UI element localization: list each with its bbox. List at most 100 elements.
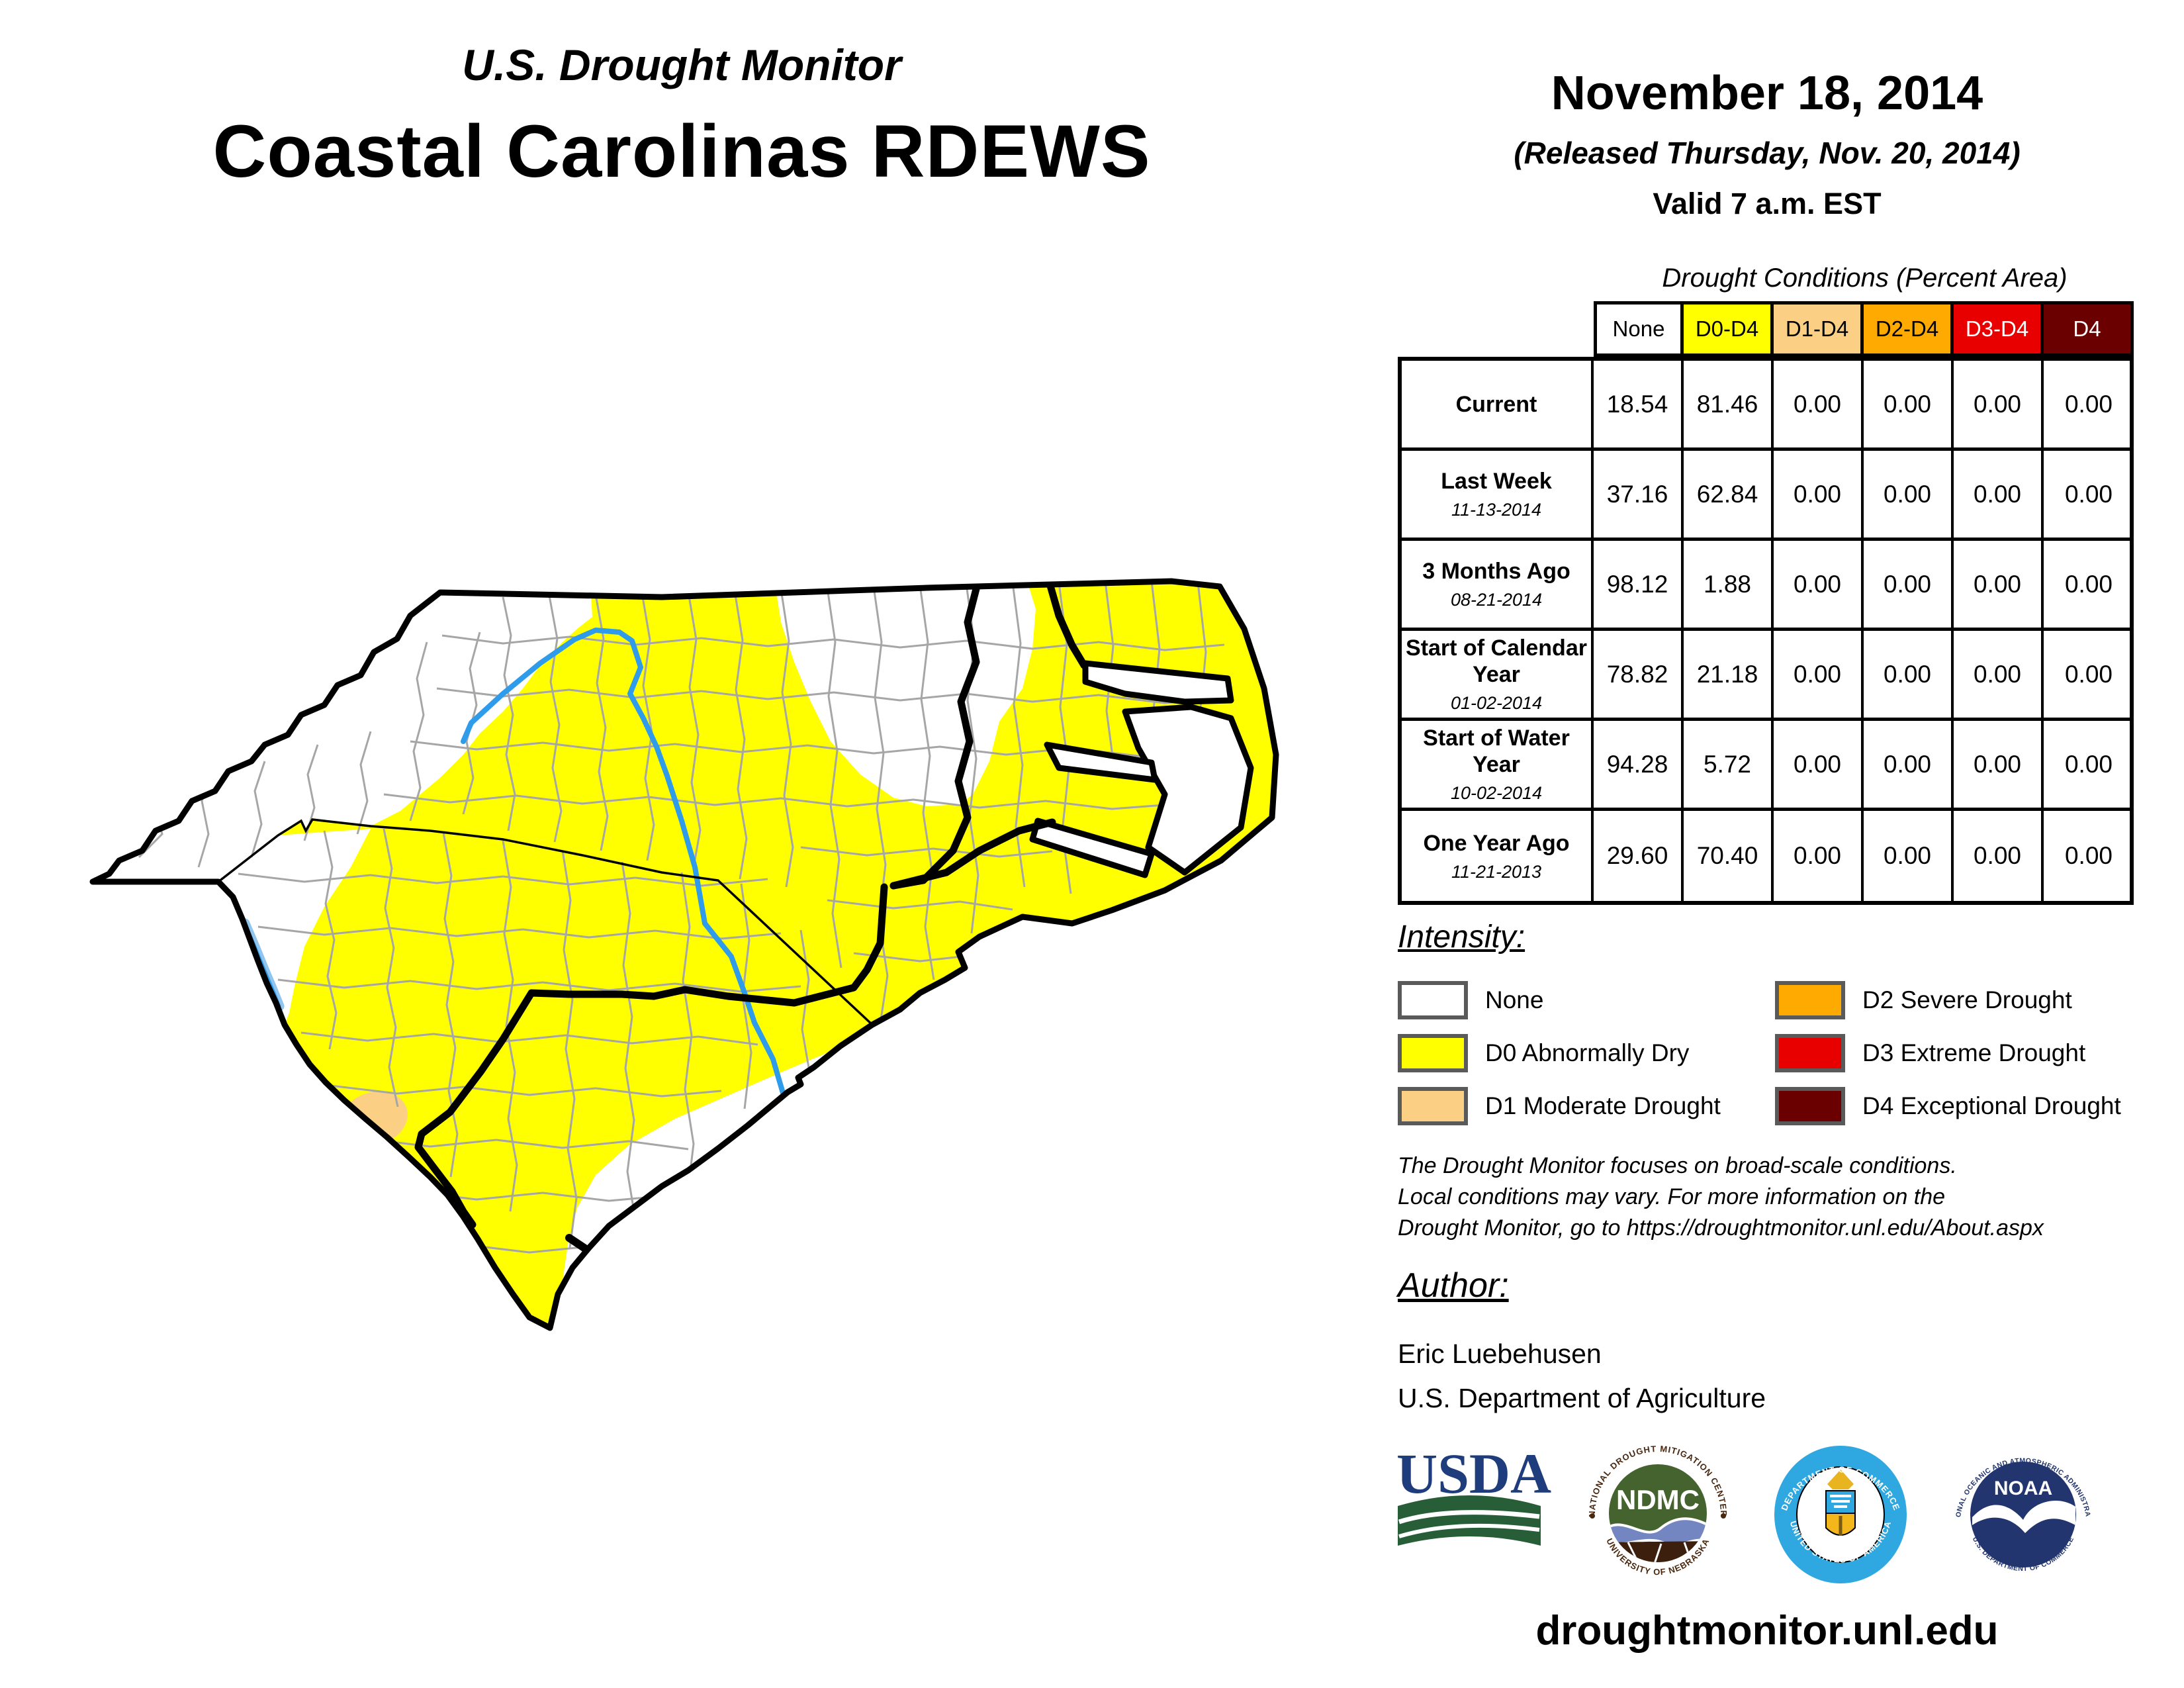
usda-logo: USDA bbox=[1396, 1442, 1551, 1546]
doc-logo: DEPARTMENT OF COMMERCE UNITED STATES OF … bbox=[1774, 1446, 1907, 1583]
table-cell: 0.00 bbox=[1954, 541, 2044, 631]
d2-swatch bbox=[1775, 981, 1845, 1019]
ndmc-wave-icon bbox=[1609, 1517, 1707, 1546]
legend-item-d1: D1 Moderate Drought bbox=[1398, 1080, 1775, 1133]
row-label: One Year Ago 11-21-2013 bbox=[1402, 811, 1594, 901]
peedee-river bbox=[461, 628, 787, 1100]
doc-eagle-icon bbox=[1827, 1470, 1854, 1489]
region-title: Coastal Carolinas RDEWS bbox=[212, 110, 1151, 193]
table-cell: 0.00 bbox=[1954, 631, 2044, 721]
noaa-text: NOAA bbox=[1994, 1477, 2052, 1499]
table-cell: 0.00 bbox=[2044, 721, 2134, 811]
disclaimer: The Drought Monitor focuses on broad-sca… bbox=[1398, 1150, 2044, 1244]
table-cell: 81.46 bbox=[1684, 361, 1774, 451]
table-cell: 21.18 bbox=[1684, 631, 1774, 721]
noaa-logo: NOAA NATIONAL OCEANIC AND ATMOSPHERIC AD… bbox=[1950, 1437, 2092, 1573]
table-cell: 0.00 bbox=[1954, 721, 2044, 811]
table-cell: 62.84 bbox=[1684, 451, 1774, 541]
program-title: U.S. Drought Monitor bbox=[462, 40, 901, 89]
table-cell: 0.00 bbox=[1774, 631, 1864, 721]
usda-field-icon bbox=[1398, 1495, 1541, 1546]
col-header-d0d4: D0-D4 bbox=[1684, 301, 1774, 357]
state-outline bbox=[89, 578, 1279, 1331]
released-date: (Released Thursday, Nov. 20, 2014) bbox=[1514, 136, 2021, 170]
d1-swatch bbox=[1398, 1087, 1468, 1125]
table-cell: 0.00 bbox=[1774, 541, 1864, 631]
table-cell: 0.00 bbox=[2064, 842, 2113, 869]
table-cell: 0.00 bbox=[1864, 631, 1954, 721]
table-title: Drought Conditions (Percent Area) bbox=[1662, 263, 2068, 293]
table-cell: 70.40 bbox=[1684, 811, 1774, 901]
d0-swatch bbox=[1398, 1034, 1468, 1072]
pamlico-river bbox=[1044, 741, 1158, 783]
ndmc-text: NDMC bbox=[1616, 1484, 1700, 1515]
table-cell: 0.00 bbox=[2044, 361, 2134, 451]
table-cell: 0.00 bbox=[1774, 721, 1864, 811]
table-cell: 94.28 bbox=[1594, 721, 1684, 811]
col-header-none: None bbox=[1594, 301, 1684, 357]
table-cell: 0.00 bbox=[2044, 451, 2134, 541]
row-label: 3 Months Ago 08-21-2014 bbox=[1402, 541, 1594, 631]
table-cell: 1.88 bbox=[1684, 541, 1774, 631]
author-name: Eric Luebehusen bbox=[1398, 1338, 1602, 1369]
table-cell: 78.82 bbox=[1594, 631, 1684, 721]
table-cell: 0.00 bbox=[1864, 721, 1954, 811]
author-org: U.S. Department of Agriculture bbox=[1398, 1383, 1766, 1413]
author-block: Author: Eric Luebehusen U.S. Department … bbox=[1398, 1266, 1766, 1414]
disclaimer-line1: The Drought Monitor focuses on broad-sca… bbox=[1398, 1153, 1957, 1178]
col-header-d1d4: D1-D4 bbox=[1774, 301, 1864, 357]
table-cell: 0.00 bbox=[2044, 541, 2134, 631]
albemarle-sound bbox=[1082, 660, 1234, 705]
table-cell: 0.00 bbox=[1864, 451, 1954, 541]
legend-item-d0: D0 Abnormally Dry bbox=[1398, 1027, 1775, 1080]
table-cell: 5.72 bbox=[1684, 721, 1774, 811]
agency-logos: USDA NDMC NATIONAL DROUGHT MITIGATION CE… bbox=[1383, 1437, 2138, 1592]
row-label: Start of Water Year 10-02-2014 bbox=[1402, 721, 1594, 811]
legend-title: Intensity: bbox=[1398, 919, 1525, 955]
d3-swatch bbox=[1775, 1034, 1845, 1072]
table-column-headers: None D0-D4 D1-D4 D2-D4 D3-D4 D4 bbox=[1594, 301, 2134, 357]
none-region-west-nc bbox=[93, 592, 592, 882]
row-label: Last Week 11-13-2014 bbox=[1402, 451, 1594, 541]
table-cell: 0.00 bbox=[1954, 451, 2044, 541]
nc-sc-state-line bbox=[217, 818, 874, 1026]
table-cell: 29.60 bbox=[1594, 811, 1684, 901]
usda-text: USDA bbox=[1396, 1442, 1551, 1505]
table-cell: 0.00 bbox=[1864, 811, 1954, 901]
table-cell: 37.16 bbox=[1594, 451, 1684, 541]
legend-item-d2: D2 Severe Drought bbox=[1775, 974, 2152, 1027]
title-block: U.S. Drought Monitor Coastal Carolinas R… bbox=[86, 40, 1277, 194]
row-label: Current bbox=[1402, 361, 1594, 451]
date-block: November 18, 2014 (Released Thursday, No… bbox=[1416, 66, 2118, 221]
col-header-d2d4: D2-D4 bbox=[1864, 301, 1954, 357]
none-region-sc-coast bbox=[558, 1047, 841, 1294]
none-swatch bbox=[1398, 981, 1468, 1019]
disclaimer-line3: Drought Monitor, go to https://droughtmo… bbox=[1398, 1215, 2044, 1241]
table-cell: 0.00 bbox=[1774, 811, 1864, 901]
author-title: Author: bbox=[1398, 1266, 1509, 1305]
table-cell: 0.00 bbox=[1774, 361, 1864, 451]
table-cell: 98.12 bbox=[1594, 541, 1684, 631]
row-label: Start of Calendar Year 01-02-2014 bbox=[1402, 631, 1594, 721]
valid-time: Valid 7 a.m. EST bbox=[1653, 187, 1882, 220]
table-cell: 18.54 bbox=[1594, 361, 1684, 451]
neuse-river bbox=[1029, 818, 1155, 878]
table-cell: 0.00 bbox=[1954, 361, 2044, 451]
drought-conditions-table: Current 18.54 81.46 0.00 0.00 0.00 0.00 … bbox=[1398, 357, 2134, 905]
none-region-nw-sc bbox=[218, 829, 371, 1025]
table-cell: 0.00 bbox=[1954, 811, 2044, 901]
table-cell: 0.00 bbox=[1864, 361, 1954, 451]
table-cell: 0.00 bbox=[1864, 541, 1954, 631]
legend-item-d4: D4 Exceptional Drought bbox=[1775, 1080, 2152, 1133]
disclaimer-line2: Local conditions may vary. For more info… bbox=[1398, 1184, 1946, 1209]
col-header-d4: D4 bbox=[2044, 301, 2134, 357]
intensity-legend: Intensity: None D0 Abnormally Dry D1 Mod… bbox=[1398, 919, 2179, 1133]
noaa-gull-icon bbox=[1972, 1500, 2075, 1533]
table-cell: 0.00 bbox=[1774, 451, 1864, 541]
d4-swatch bbox=[1775, 1087, 1845, 1125]
col-header-d3d4: D3-D4 bbox=[1954, 301, 2044, 357]
footer-url: droughtmonitor.unl.edu bbox=[1535, 1608, 1999, 1654]
legend-item-none: None bbox=[1398, 974, 1775, 1027]
drought-map bbox=[89, 578, 1279, 1331]
legend-item-d3: D3 Extreme Drought bbox=[1775, 1027, 2152, 1080]
